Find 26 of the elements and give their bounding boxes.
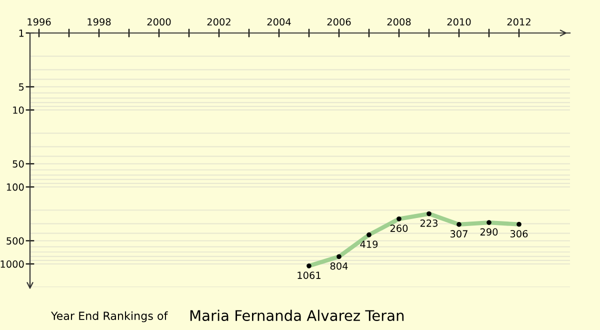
- text: Year End Rankings of: [50, 311, 168, 322]
- data-label: 419: [360, 240, 378, 248]
- data-label: 307: [450, 230, 468, 238]
- x-tick-label: 2002: [207, 18, 230, 26]
- data-label: 290: [480, 228, 498, 236]
- y-tick-label: 5: [19, 83, 24, 91]
- x-tick-label: 1998: [88, 18, 111, 26]
- x-tick-label: 2008: [387, 18, 411, 26]
- x-tick-label: 2004: [267, 18, 291, 26]
- x-tick-label: 2006: [327, 18, 351, 26]
- y-tick-label: 500: [6, 237, 24, 245]
- data-label: 223: [420, 219, 438, 227]
- y-tick-label: 50: [12, 160, 24, 168]
- x-tick-label: 2000: [147, 18, 171, 26]
- y-tick-label: 1000: [0, 260, 24, 268]
- y-tick-label: 1: [19, 30, 24, 37]
- y-tick-label: 100: [6, 183, 24, 191]
- data-label: 260: [390, 224, 408, 232]
- y-tick-label: 10: [13, 106, 24, 114]
- data-label: 1061: [298, 272, 320, 279]
- data-label: 804: [330, 262, 348, 270]
- text: Maria Fernanda Alvarez Teran: [190, 310, 404, 322]
- x-tick-label: 2012: [507, 18, 530, 26]
- x-tick-label: 1996: [28, 18, 51, 26]
- data-label: 306: [510, 230, 528, 238]
- x-tick-label: 2010: [447, 18, 471, 26]
